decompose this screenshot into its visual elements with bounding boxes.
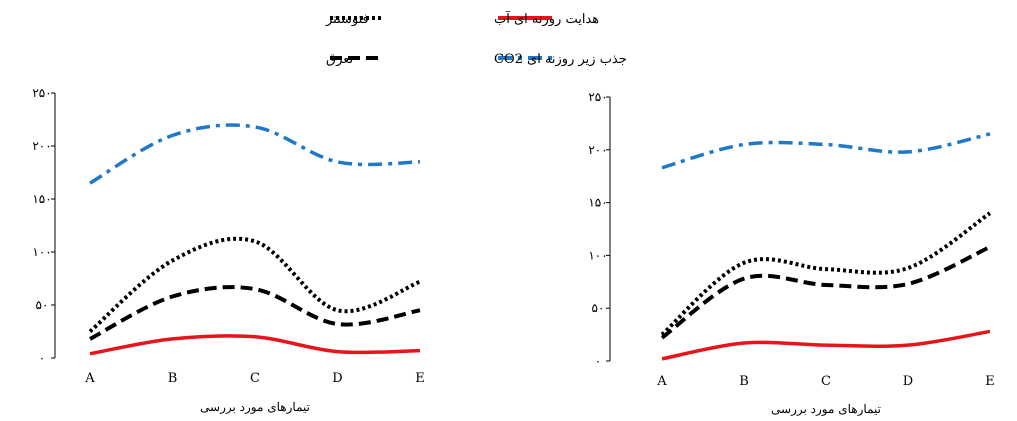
legend-item-transpiration: تعرق [326,52,382,67]
x-tick-label: E [415,371,425,386]
y-tick-label: ۱۰۰ [32,245,51,259]
legend-label-conductance: هدایت روزنه ای آب [494,10,599,27]
x-tick-label: B [739,374,749,389]
x-tick-label: A [656,374,667,389]
chart-panel-2: ۰ ۵۰ ۱۰۰ ۱۵۰ ۲۰۰ ۲۵۰ A B C D E تیمارهای مورد بررسی [588,90,994,416]
chart-panel-1: ۰ ۵۰ ۱۰۰ ۱۵۰ ۲۰۰ ۲۵۰ A B C D E تیمارهای مورد بررسی [32,86,424,414]
series-line-co2 [662,134,990,168]
legend-label-co2: جذب زیر روزنه ای CO2 [494,52,627,67]
x-tick-label: C [821,374,831,389]
x-tick-label: B [168,371,178,386]
y-tick-label: ۲۰۰ [32,139,51,153]
x-tick-label: D [903,374,913,389]
legend: فتوسنتز تعرق هدایت روزنه ای آب جذب زیر ر… [325,10,627,67]
y-tick-label: ۲۰۰ [588,143,607,157]
legend-item-photosynthesis: فتوسنتز [325,12,382,27]
series-line-photosynthesis [662,213,990,334]
series-line-conductance [90,336,420,354]
series-line-transpiration [90,287,420,339]
x-axis-title: تیمارهای مورد بررسی [771,402,881,416]
x-tick-label: E [985,374,995,389]
legend-item-conductance: هدایت روزنه ای آب [494,10,599,27]
y-tick-label: ۱۵۰ [32,192,51,206]
series-line-transpiration [662,247,990,338]
legend-label-photosynthesis: فتوسنتز [325,12,369,27]
y-tick-label: ۵۰ [592,301,605,315]
y-tick-label: ۱۰۰ [588,248,607,262]
y-tick-label: ۵۰ [36,298,49,312]
series-line-co2 [90,125,420,183]
series-line-photosynthesis [90,239,420,332]
legend-item-co2: جذب زیر روزنه ای CO2 [494,52,627,67]
y-tick-label: ۱۵۰ [588,196,607,210]
legend-label-transpiration: تعرق [326,52,354,67]
x-tick-label: D [332,371,342,386]
x-tick-label: C [250,371,260,386]
x-tick-label: A [84,371,95,386]
x-axis-title: تیمارهای مورد بررسی [200,400,310,414]
y-tick-label: ۲۵۰ [32,86,51,100]
y-tick-label: ۰ [595,354,601,368]
y-tick-label: ۰ [39,351,45,365]
y-tick-label: ۲۵۰ [588,90,607,104]
